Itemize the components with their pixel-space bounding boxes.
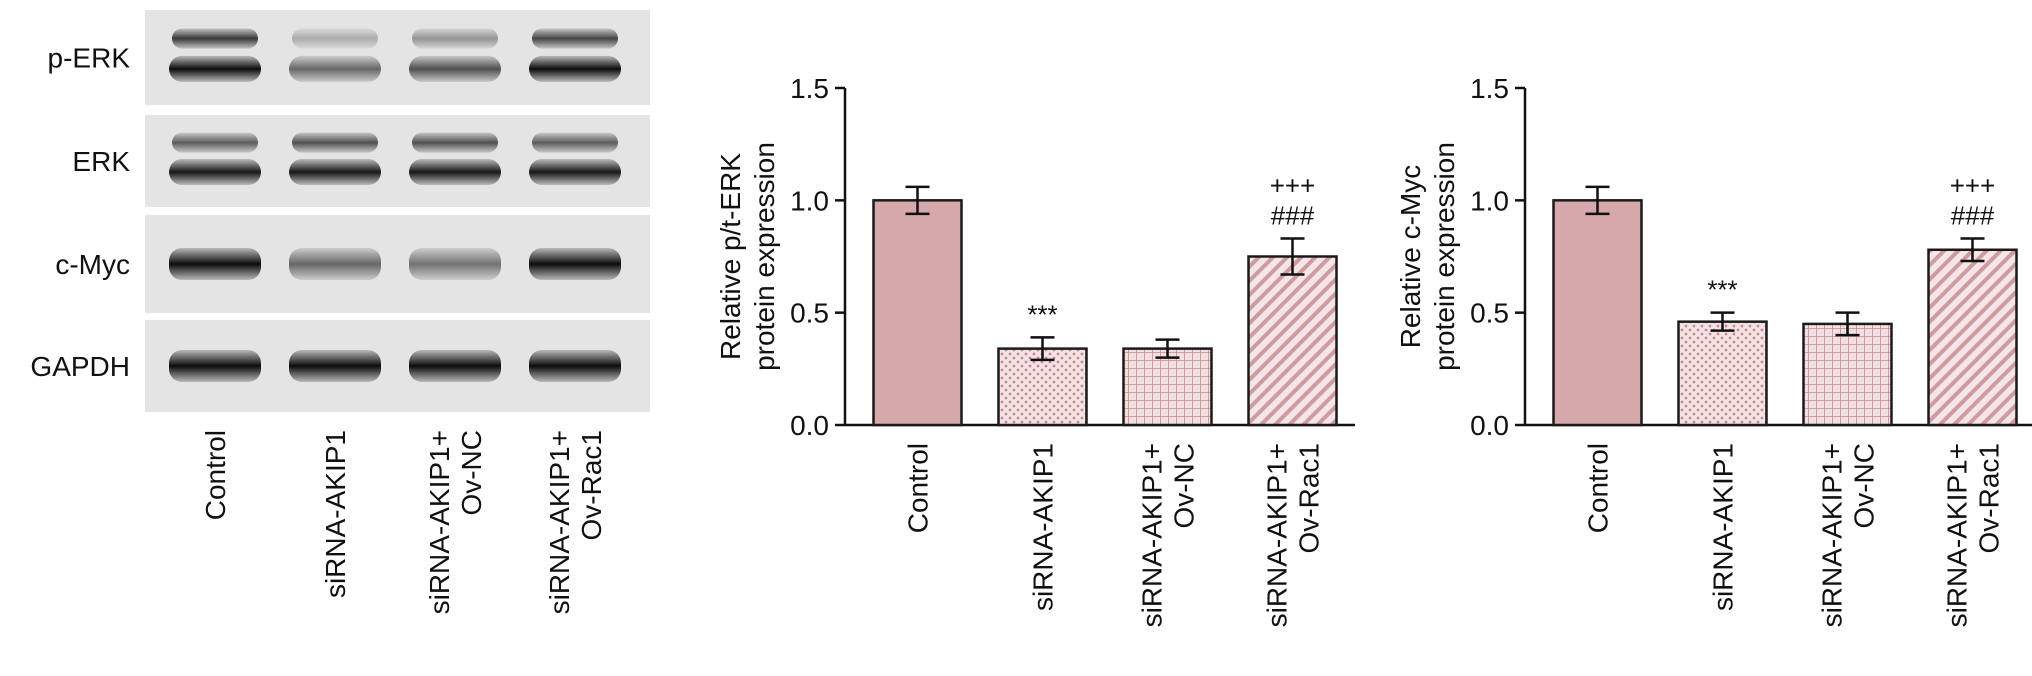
blot-row-label: p-ERK: [48, 43, 131, 74]
significance-marker: ###: [1271, 201, 1315, 231]
lane-label: siRNA-AKIP1+Ov-Rac1: [544, 430, 607, 614]
x-tick-label-line: Ov-NC: [1169, 443, 1200, 529]
bar: [1802, 322, 1893, 427]
x-tick-label-line: siRNA-AKIP1+: [1262, 443, 1293, 627]
protein-band: [409, 55, 501, 82]
x-tick-label: siRNA-AKIP1: [1028, 443, 1059, 611]
significance-marker: +++: [1270, 171, 1316, 201]
bar: [872, 199, 963, 427]
x-tick-label-line: siRNA-AKIP1: [1028, 443, 1059, 611]
lane-label-line: siRNA-AKIP1+: [544, 430, 575, 614]
y-axis-label-line: Relative c-Myc: [1395, 165, 1426, 349]
c-myc-bar-chart: 0.0 0.5 1.0 1.5 Relative c-Myc protein expres…: [1395, 73, 2032, 627]
y-axis-label-line: protein expression: [1429, 142, 1460, 371]
lane-label: siRNA-AKIP1+Ov-NC: [424, 430, 487, 614]
x-tick-label-line: Ov-Rac1: [1294, 443, 1325, 553]
x-tick-label-line: Ov-NC: [1849, 443, 1880, 529]
protein-band-upper: [292, 132, 378, 153]
protein-band: [529, 159, 621, 186]
y-tick-label: 0.0: [790, 410, 829, 441]
x-tick-label-line: siRNA-AKIP1+: [1942, 443, 1973, 627]
y-tick-label: 1.0: [1470, 185, 1509, 216]
protein-band-upper: [172, 132, 258, 153]
protein-band-upper: [412, 28, 498, 49]
bar: [1122, 347, 1213, 427]
protein-band: [289, 55, 381, 82]
protein-band: [529, 248, 621, 280]
lane-label-line: siRNA-AKIP1: [320, 430, 351, 598]
protein-band-upper: [532, 28, 618, 49]
lane-label-line: Control: [200, 430, 231, 520]
lane-label-line: Ov-Rac1: [576, 430, 607, 540]
y-tick-label: 1.0: [790, 185, 829, 216]
x-tick-label: siRNA-AKIP1+Ov-NC: [1137, 443, 1200, 627]
y-axis-label: Relative p/t-ERK protein expression: [715, 142, 780, 371]
x-tick-label-line: Control: [903, 443, 934, 533]
x-tick-label-line: siRNA-AKIP1: [1708, 443, 1739, 611]
protein-band: [409, 350, 501, 382]
x-tick-label: siRNA-AKIP1: [1708, 443, 1739, 611]
x-tick-label: siRNA-AKIP1+Ov-Rac1: [1942, 443, 2005, 627]
bar: [1677, 320, 1768, 427]
protein-band: [169, 55, 261, 82]
significance-marker: ***: [1027, 299, 1057, 329]
y-axis-label: Relative c-Myc protein expression: [1395, 142, 1460, 371]
protein-band: [289, 248, 381, 280]
blot-row-label: GAPDH: [30, 351, 130, 382]
x-tick-label-line: siRNA-AKIP1+: [1817, 443, 1848, 627]
y-tick-label: 1.5: [1470, 73, 1509, 104]
significance-marker: ###: [1951, 201, 1995, 231]
bar: [1552, 199, 1643, 427]
protein-band-upper: [532, 132, 618, 153]
protein-band: [169, 248, 261, 280]
protein-band-upper: [292, 28, 378, 49]
y-tick-label: 1.5: [790, 73, 829, 104]
y-axis-label-line: protein expression: [749, 142, 780, 371]
x-tick-label: Control: [1583, 443, 1614, 533]
y-axis-label-line: Relative p/t-ERK: [715, 153, 746, 360]
x-tick-label-line: Ov-Rac1: [1974, 443, 2005, 553]
y-tick-label: 0.5: [1470, 298, 1509, 329]
p-t-erk-bar-chart: 0.0 0.5 1.0 1.5 Relative p/t-ERK protein expr…: [715, 73, 1355, 627]
protein-band: [529, 350, 621, 382]
protein-band: [529, 55, 621, 82]
y-tick-label: 0.0: [1470, 410, 1509, 441]
significance-marker: ***: [1707, 275, 1737, 305]
protein-band: [289, 159, 381, 186]
bar: [1247, 255, 1338, 427]
protein-band-upper: [172, 28, 258, 49]
x-tick-label: siRNA-AKIP1+Ov-Rac1: [1262, 443, 1325, 627]
protein-band: [169, 350, 261, 382]
lane-label-line: Ov-NC: [456, 430, 487, 516]
x-tick-label-line: Control: [1583, 443, 1614, 533]
blot-row-label: c-Myc: [55, 249, 130, 280]
protein-band: [169, 159, 261, 186]
x-tick-label: siRNA-AKIP1+Ov-NC: [1817, 443, 1880, 627]
blot-row-label: ERK: [72, 146, 130, 177]
western-blot-panel: p-ERK ERK c-Myc GAPDH Control siRNA-AKIP1 siRN…: [30, 10, 650, 614]
protein-band: [289, 350, 381, 382]
y-tick-label: 0.5: [790, 298, 829, 329]
bar: [1927, 248, 2018, 427]
protein-band-upper: [412, 132, 498, 153]
lane-label: Control: [200, 430, 231, 520]
x-tick-label-line: siRNA-AKIP1+: [1137, 443, 1168, 627]
x-tick-label: Control: [903, 443, 934, 533]
lane-label: siRNA-AKIP1: [320, 430, 351, 598]
protein-band: [409, 248, 501, 280]
lane-label-line: siRNA-AKIP1+: [424, 430, 455, 614]
significance-marker: +++: [1950, 171, 1996, 201]
protein-band: [409, 159, 501, 186]
